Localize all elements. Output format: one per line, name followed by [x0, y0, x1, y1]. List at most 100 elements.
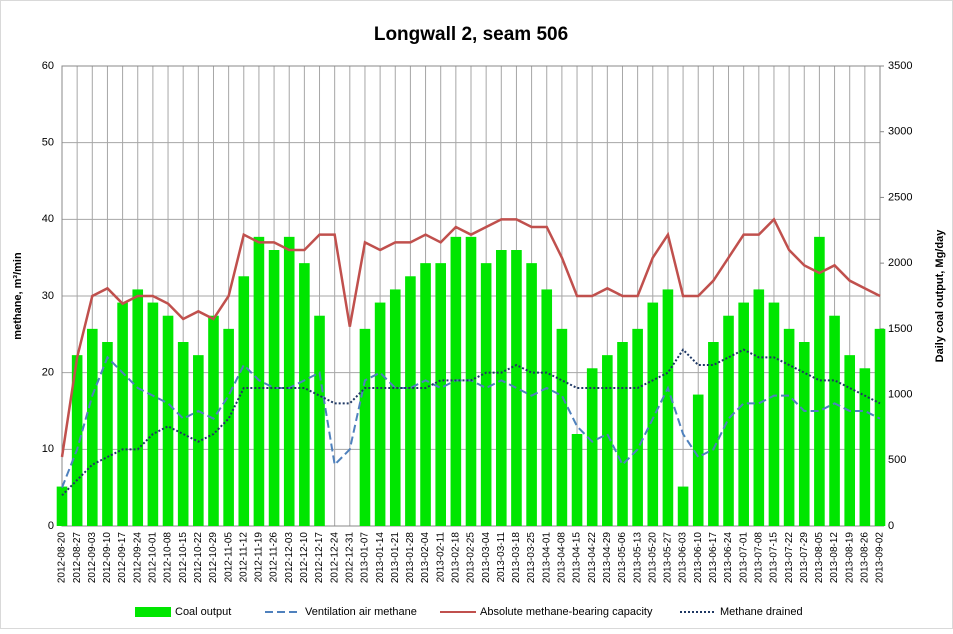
x-tick-label: 2013-07-29 — [799, 532, 810, 584]
bar — [738, 302, 749, 526]
bar — [359, 328, 371, 526]
x-tick-label: 2012-09-03 — [87, 532, 98, 584]
bar — [602, 355, 613, 526]
x-tick-label: 2013-03-04 — [481, 532, 492, 584]
x-tick-label: 2013-06-24 — [723, 532, 734, 584]
x-tick-label: 2012-08-20 — [57, 532, 68, 584]
line — [60, 217, 881, 458]
y-tick-label: 10 — [42, 443, 54, 455]
x-tick-label: 2013-01-14 — [375, 532, 386, 584]
bar — [208, 315, 219, 526]
legend-label: Ventilation air methane — [305, 606, 417, 618]
bar — [586, 368, 598, 526]
x-tick-label: 2012-11-05 — [223, 532, 234, 583]
legend-label: Methane drained — [720, 606, 803, 618]
y-tick-label: 50 — [42, 137, 54, 149]
x-tick-label: 2012-12-03 — [284, 532, 295, 584]
x-tick-label: 2013-03-25 — [526, 532, 537, 584]
x-tick-label: 2013-08-19 — [844, 532, 855, 584]
bar — [844, 355, 856, 526]
bar — [162, 315, 174, 526]
y2-tick-label: 1000 — [888, 388, 912, 400]
x-tick-label: 2013-03-18 — [511, 532, 522, 584]
y-tick-label: 30 — [42, 290, 54, 302]
x-tick-label: 2013-04-01 — [541, 532, 552, 584]
y-tick-label: 40 — [42, 213, 54, 225]
x-tick-label: 2013-05-27 — [663, 532, 674, 584]
bar — [647, 302, 659, 526]
x-tick-label: 2013-07-08 — [753, 532, 764, 584]
x-tick-label: 2012-10-15 — [178, 532, 189, 584]
bar — [708, 342, 719, 526]
x-tick-label: 2012-12-31 — [344, 532, 355, 584]
x-tick-label: 2013-01-21 — [390, 532, 401, 584]
x-tick-label: 2013-02-04 — [420, 532, 431, 584]
x-tick-label: 2013-07-22 — [784, 532, 795, 584]
bar — [117, 302, 128, 526]
x-tick-label: 2013-01-07 — [360, 532, 371, 584]
x-tick-label: 2012-12-24 — [329, 532, 340, 584]
bar — [662, 289, 674, 526]
bar — [435, 263, 447, 526]
bar — [677, 486, 689, 526]
x-tick-label: 2012-11-19 — [254, 532, 265, 583]
y2-tick-label: 2000 — [888, 257, 912, 269]
y-tick-label: 0 — [48, 520, 54, 532]
y2-tick-label: 2500 — [888, 191, 912, 203]
bar — [223, 328, 234, 526]
bar — [238, 276, 250, 526]
bar — [556, 328, 568, 526]
bar — [132, 289, 144, 526]
x-tick-label: 2012-08-27 — [72, 532, 83, 584]
bar — [495, 250, 507, 526]
x-tick-label: 2012-11-12 — [238, 532, 249, 583]
y2-tick-label: 1500 — [888, 323, 912, 335]
bar — [798, 342, 810, 526]
x-tick-label: 2012-10-29 — [208, 532, 219, 584]
x-tick-label: 2013-05-13 — [632, 532, 643, 584]
y2-axis-label: Daily coal output, Mg/day — [934, 229, 946, 363]
x-tick-label: 2013-05-20 — [647, 532, 658, 584]
y-tick-label: 60 — [42, 60, 54, 72]
y2-tick-label: 500 — [888, 454, 906, 466]
x-tick-label: 2012-09-17 — [117, 532, 128, 584]
chart-title: Longwall 2, seam 506 — [374, 24, 568, 45]
x-tick-label: 2013-02-18 — [450, 532, 461, 584]
x-tick-label: 2013-06-10 — [693, 532, 704, 584]
bar — [86, 328, 98, 526]
bar — [314, 315, 325, 526]
x-tick-label: 2013-01-28 — [405, 532, 416, 584]
bar — [420, 263, 431, 526]
y2-tick-label: 3000 — [888, 126, 912, 138]
bar — [723, 315, 734, 526]
line — [61, 348, 881, 497]
x-tick-label: 2013-07-15 — [769, 532, 780, 584]
x-tick-label: 2013-04-15 — [572, 532, 583, 584]
x-tick-label: 2013-02-11 — [435, 532, 446, 583]
x-tick-label: 2012-10-22 — [193, 532, 204, 584]
x-tick-label: 2013-06-03 — [678, 532, 689, 584]
bar — [283, 236, 295, 526]
bar — [177, 342, 189, 526]
x-tick-label: 2012-10-08 — [163, 532, 174, 584]
bar — [389, 289, 401, 526]
bar — [814, 236, 825, 526]
legend-label: Absolute methane-bearing capacity — [480, 606, 653, 618]
bar — [571, 434, 583, 526]
y2-tick-label: 3500 — [888, 60, 912, 72]
x-tick-label: 2013-09-02 — [875, 532, 886, 584]
legend-swatch — [135, 607, 171, 617]
x-tick-label: 2012-11-26 — [269, 532, 280, 583]
y-tick-label: 20 — [42, 367, 54, 379]
x-tick-label: 2013-08-05 — [814, 532, 825, 584]
bar — [692, 394, 704, 526]
x-tick-label: 2013-08-26 — [859, 532, 870, 584]
x-tick-label: 2013-06-17 — [708, 532, 719, 584]
y-axis-label: methane, m³/min — [12, 252, 24, 340]
x-tick-label: 2013-07-01 — [738, 532, 749, 584]
x-tick-label: 2012-12-17 — [314, 532, 325, 584]
x-tick-label: 2013-08-12 — [829, 532, 840, 584]
bar — [147, 302, 159, 526]
x-tick-label: 2013-04-29 — [602, 532, 613, 584]
